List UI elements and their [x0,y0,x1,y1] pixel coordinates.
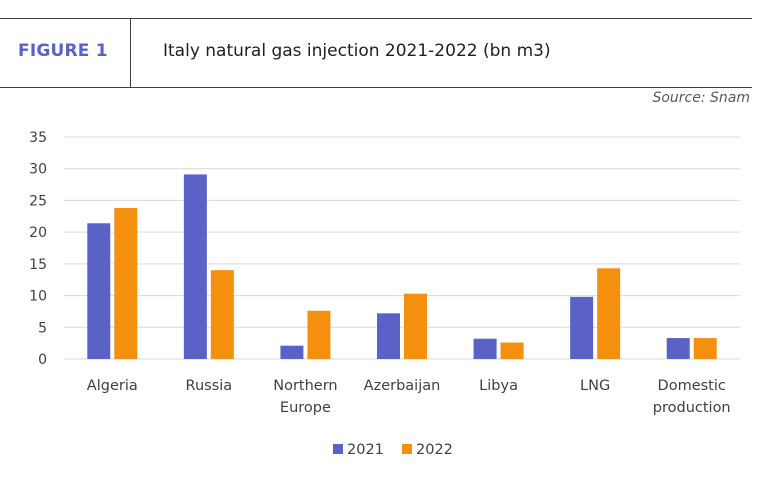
bar-2021-1 [183,174,207,359]
bar-2021-2 [280,345,304,359]
x-category-label: Azerbaijan [364,378,441,394]
y-tick-label: 10 [29,289,47,305]
legend-swatch-2022 [402,444,412,454]
legend-swatch-2021 [333,444,343,454]
y-tick-label: 0 [38,352,47,368]
bar-2021-3 [377,313,400,359]
figure-header: FIGURE 1 Italy natural gas injection 202… [0,18,752,88]
figure-title: Italy natural gas injection 2021-2022 (b… [163,41,551,61]
y-tick-label: 35 [29,130,47,146]
y-tick-label: 20 [29,225,47,241]
bar-2021-5 [570,296,594,359]
bar-2021-0 [87,223,111,359]
legend-label: 2022 [416,442,453,458]
bar-2022-4 [500,342,524,359]
bar-2021-4 [473,338,497,359]
x-category-label: Europe [280,400,331,416]
x-category-label: LNG [580,378,610,394]
x-category-label: Russia [186,378,233,394]
bar-2022-1 [210,270,234,359]
x-category-label: Northern [273,378,337,394]
bar-2022-0 [114,208,138,359]
figure-label: FIGURE 1 [18,41,108,61]
y-tick-label: 30 [29,162,47,178]
bar-2022-5 [597,268,621,359]
header-divider [130,19,131,87]
bar-2022-3 [404,293,427,359]
bar-2021-6 [666,338,690,359]
y-tick-label: 25 [29,193,47,209]
x-category-label: Domestic [658,378,726,394]
source-note: Source: Snam [652,90,750,106]
bar-2022-2 [307,310,331,359]
y-tick-label: 15 [29,257,47,273]
x-category-label: production [653,400,731,416]
x-category-label: Algeria [87,378,138,394]
bar-2022-6 [693,338,717,359]
legend-label: 2021 [347,442,384,458]
x-category-label: Libya [479,378,518,394]
y-tick-label: 5 [38,320,47,336]
